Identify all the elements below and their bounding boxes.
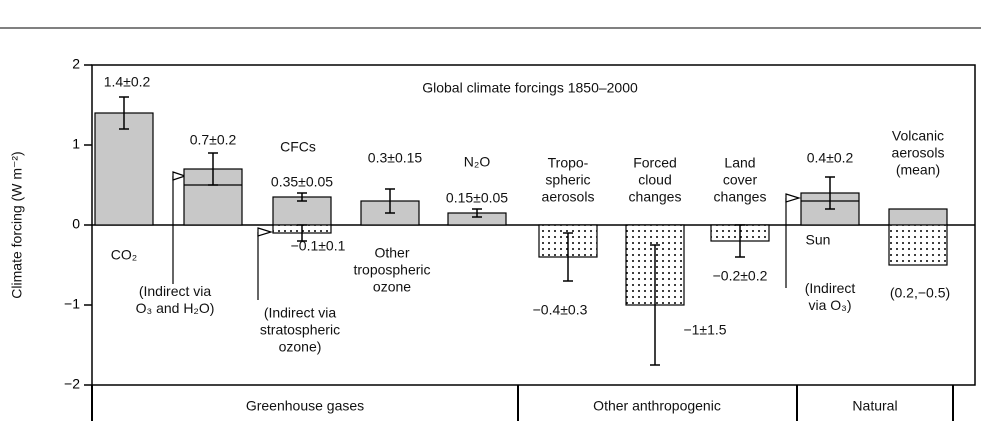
error-bar xyxy=(297,224,307,242)
category-label: CFCs xyxy=(280,138,316,155)
error-bar xyxy=(472,208,482,218)
category-label: Other tropospheric ozone xyxy=(353,244,431,295)
pointer-flag xyxy=(172,171,187,181)
y-tick-label: 1 xyxy=(72,136,80,152)
error-bar xyxy=(119,96,129,130)
y-tick-label: −1 xyxy=(64,296,80,312)
y-tick-label: 2 xyxy=(72,56,80,72)
category-label: CO₂ xyxy=(110,246,138,263)
value-label: 0.35±0.05 xyxy=(270,173,334,190)
value-label: 0.7±0.2 xyxy=(189,131,237,148)
pointer-flag xyxy=(785,193,802,203)
category-label: Forced cloud changes xyxy=(628,154,682,205)
group-label: Natural xyxy=(852,397,898,414)
group-label: Other anthropogenic xyxy=(593,397,721,414)
group-label: Greenhouse gases xyxy=(245,397,365,414)
error-bar xyxy=(825,176,835,210)
pointers xyxy=(172,171,802,300)
bar xyxy=(888,208,948,226)
y-tick-label: −2 xyxy=(64,376,80,392)
value-label: −1±1.5 xyxy=(683,321,727,338)
category-label: N₂O xyxy=(463,153,491,170)
y-axis-label: Climate forcing (W m⁻²) xyxy=(8,151,25,299)
error-bar xyxy=(650,244,660,366)
group-dividers xyxy=(91,385,954,421)
annotation: (Indirect via O₃ and H₂O) xyxy=(135,283,215,316)
annotation: (Indirect via stratospheric ozone) xyxy=(259,304,341,355)
error-bar xyxy=(735,224,745,258)
value-label: −0.1±0.1 xyxy=(290,237,346,254)
bar xyxy=(888,224,948,266)
category-label: Volcanic aerosols (mean) xyxy=(891,127,945,178)
annotation: (Indirect via O₃) xyxy=(804,280,856,313)
error-bar xyxy=(563,232,573,282)
value-label: −0.4±0.3 xyxy=(532,301,588,318)
error-bar xyxy=(385,188,395,214)
value-label: −0.2±0.2 xyxy=(712,267,768,284)
category-label: Sun xyxy=(805,231,831,248)
error-bar xyxy=(297,192,307,202)
error-bar xyxy=(208,152,218,186)
value-label: 0.15±0.05 xyxy=(445,189,509,206)
value-label: (0.2,−0.5) xyxy=(889,284,951,301)
value-label: 0.4±0.2 xyxy=(806,149,854,166)
category-label: Land cover changes xyxy=(713,154,767,205)
y-tick-label: 0 xyxy=(72,216,80,232)
chart-title: Global climate forcings 1850–2000 xyxy=(422,79,638,96)
value-label: 0.3±0.15 xyxy=(367,149,423,166)
value-label: 1.4±0.2 xyxy=(103,73,151,90)
pointer-flag xyxy=(257,227,274,237)
category-label: Tropo- spheric aerosols xyxy=(541,154,595,205)
bar xyxy=(94,112,154,226)
